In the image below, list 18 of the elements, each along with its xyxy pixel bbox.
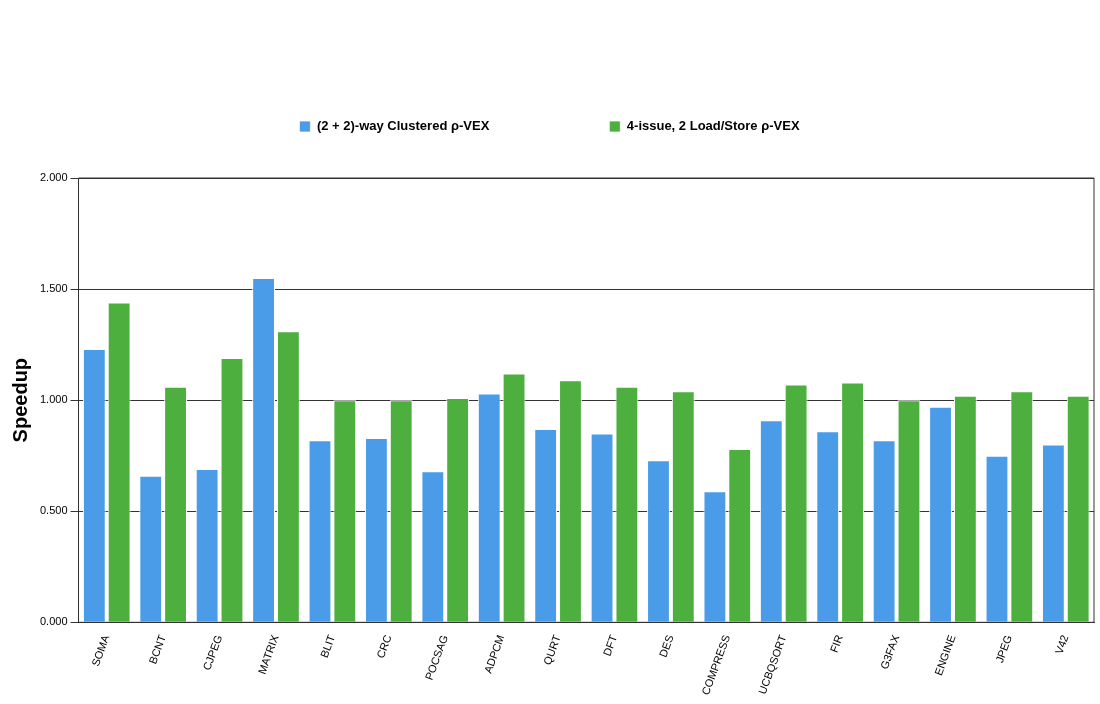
legend-label: (2 + 2)-way Clustered ρ-VEX xyxy=(316,118,490,134)
legend-label: 4-issue, 2 Load/Store ρ-VEX xyxy=(626,118,800,134)
y-axis-title: Speedup xyxy=(8,357,31,443)
y-tick-label: 0.500 xyxy=(40,504,68,517)
y-tick-label: 2.000 xyxy=(40,171,68,184)
y-tick-label: 1.000 xyxy=(40,393,68,406)
x-tick-label: DFT xyxy=(600,632,620,658)
x-tick-label: FIR xyxy=(827,633,845,654)
x-tick-label: BCNT xyxy=(146,632,168,666)
x-tick-label: V42 xyxy=(1052,633,1071,656)
x-tick-label: DES xyxy=(656,633,676,659)
x-tick-label: QURT xyxy=(540,632,563,667)
x-tick-label: CRC xyxy=(374,633,394,660)
x-tick-label: JPEG xyxy=(993,633,1015,665)
x-tick-label: BLIT xyxy=(317,632,338,660)
y-tick-label: 0.000 xyxy=(40,615,68,628)
x-tick-label: SOMA xyxy=(89,632,112,668)
y-tick-label: 1.500 xyxy=(40,282,68,295)
